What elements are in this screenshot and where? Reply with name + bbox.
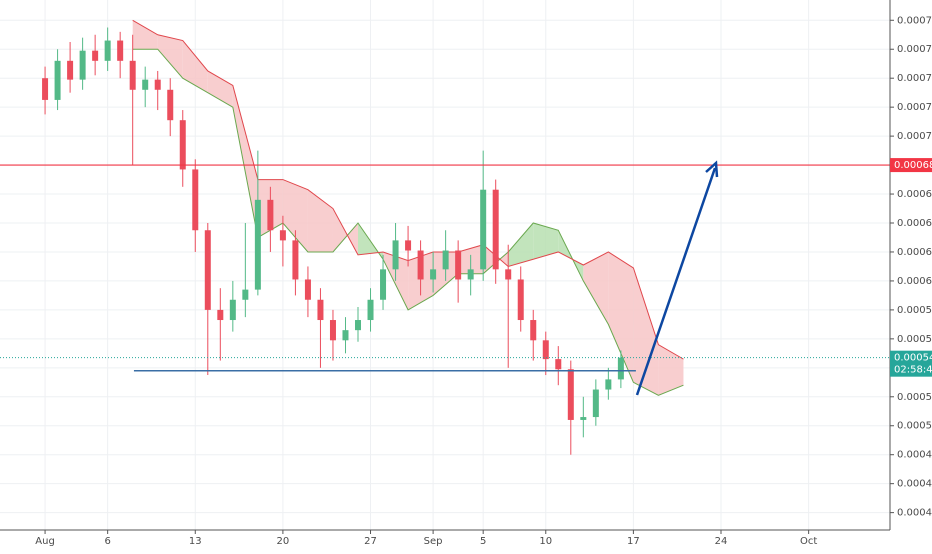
y-tick-label: 0.000740: [897, 73, 932, 84]
candle-body: [442, 250, 449, 270]
x-tick-label: 17: [627, 536, 640, 547]
cloud-fill: [608, 251, 634, 383]
candle-body: [555, 359, 562, 370]
candle-body: [317, 299, 324, 321]
y-tick-label: 0.000660: [897, 189, 932, 200]
candle-body: [92, 50, 99, 61]
x-tick-label: 6: [104, 536, 110, 547]
candle-body: [605, 379, 612, 390]
candle-body: [104, 40, 111, 61]
cloud-fill: [633, 267, 659, 396]
candle-body: [154, 79, 161, 90]
x-tick-label: Sep: [424, 536, 443, 547]
candle-body: [167, 89, 174, 121]
y-tick-label: 0.000580: [897, 305, 932, 316]
y-tick-label: 0.000780: [897, 15, 932, 26]
x-tick-label: 13: [189, 536, 202, 547]
y-tick-label: 0.000760: [897, 44, 932, 55]
last-price-box: [890, 350, 932, 377]
cloud-fill: [583, 251, 609, 325]
candle-body: [117, 40, 124, 61]
candle-body: [304, 279, 311, 300]
candle-body: [542, 340, 549, 360]
y-tick-label: 0.000560: [897, 334, 932, 345]
candle-body: [342, 330, 349, 341]
x-tick-label: 20: [277, 536, 290, 547]
level-label-box: [890, 158, 932, 173]
level-label: 0.000680: [894, 160, 932, 171]
y-tick-label: 0.000500: [897, 421, 932, 432]
candle-body: [405, 240, 412, 251]
candle-body: [192, 169, 199, 231]
candle-body: [292, 240, 299, 280]
candle-body: [54, 60, 61, 100]
y-tick-label: 0.000620: [897, 247, 932, 258]
candle-body: [455, 250, 462, 280]
candle-body: [592, 389, 599, 418]
candle-body: [580, 417, 587, 420]
forecast-arrow-head: [705, 160, 719, 178]
y-tick-label: 0.000640: [897, 218, 932, 229]
y-tick-label: 0.000460: [897, 479, 932, 490]
cloud-span-a: [132, 48, 684, 396]
cloud-fill: [533, 223, 559, 260]
candle-body: [430, 269, 437, 280]
x-tick-label: 10: [539, 536, 552, 547]
y-tick-label: 0.000480: [897, 450, 932, 461]
candle-body: [530, 320, 537, 341]
candle-body: [204, 230, 211, 310]
candle-body: [367, 299, 374, 321]
candle-body: [480, 189, 487, 270]
cloud-fill: [307, 189, 333, 252]
candle-body: [129, 60, 136, 90]
y-tick-label: 0.000700: [897, 131, 932, 142]
cloud-fill: [157, 34, 183, 79]
candle-body: [617, 357, 624, 380]
countdown-label: 02:58:41: [894, 365, 932, 376]
x-tick-label: Oct: [800, 536, 817, 547]
candle-body: [79, 50, 86, 80]
cloud-fill: [132, 20, 158, 50]
candle-body: [217, 309, 224, 321]
candle-body: [329, 320, 336, 341]
x-tick-label: 27: [364, 536, 377, 547]
candle-body: [380, 269, 387, 300]
x-tick-label: 24: [715, 536, 728, 547]
candle-body: [505, 269, 512, 280]
y-tick-label: 0.000720: [897, 102, 932, 113]
candle-body: [179, 120, 186, 170]
candle-body: [492, 189, 499, 270]
x-tick-label: 5: [480, 536, 486, 547]
candle-body: [229, 299, 236, 321]
cloud-fill: [207, 70, 233, 108]
x-tick-label: Aug: [35, 536, 55, 547]
candle-body: [567, 369, 574, 420]
candle-body: [67, 60, 74, 80]
cloud-fill: [182, 40, 208, 93]
candle-body: [254, 199, 261, 290]
y-tick-label: 0.000520: [897, 392, 932, 403]
candle-body: [242, 289, 249, 300]
candle-body: [392, 240, 399, 270]
cloud-fill: [232, 85, 258, 238]
candle-body: [355, 320, 362, 331]
candle-body: [517, 279, 524, 321]
y-tick-label: 0.000440: [897, 508, 932, 519]
candle-body: [267, 199, 274, 231]
candle-body: [417, 250, 424, 280]
last-price-label: 0.000547: [894, 353, 932, 364]
candle-body: [42, 78, 49, 100]
cloud-fill: [282, 179, 308, 252]
candle-body: [279, 230, 286, 241]
cloud-fill: [658, 344, 684, 396]
candle-body: [467, 269, 474, 280]
cloud-fill: [508, 223, 534, 267]
candle-body: [142, 79, 149, 90]
forecast-arrow: [635, 167, 717, 396]
y-tick-label: 0.000600: [897, 276, 932, 287]
